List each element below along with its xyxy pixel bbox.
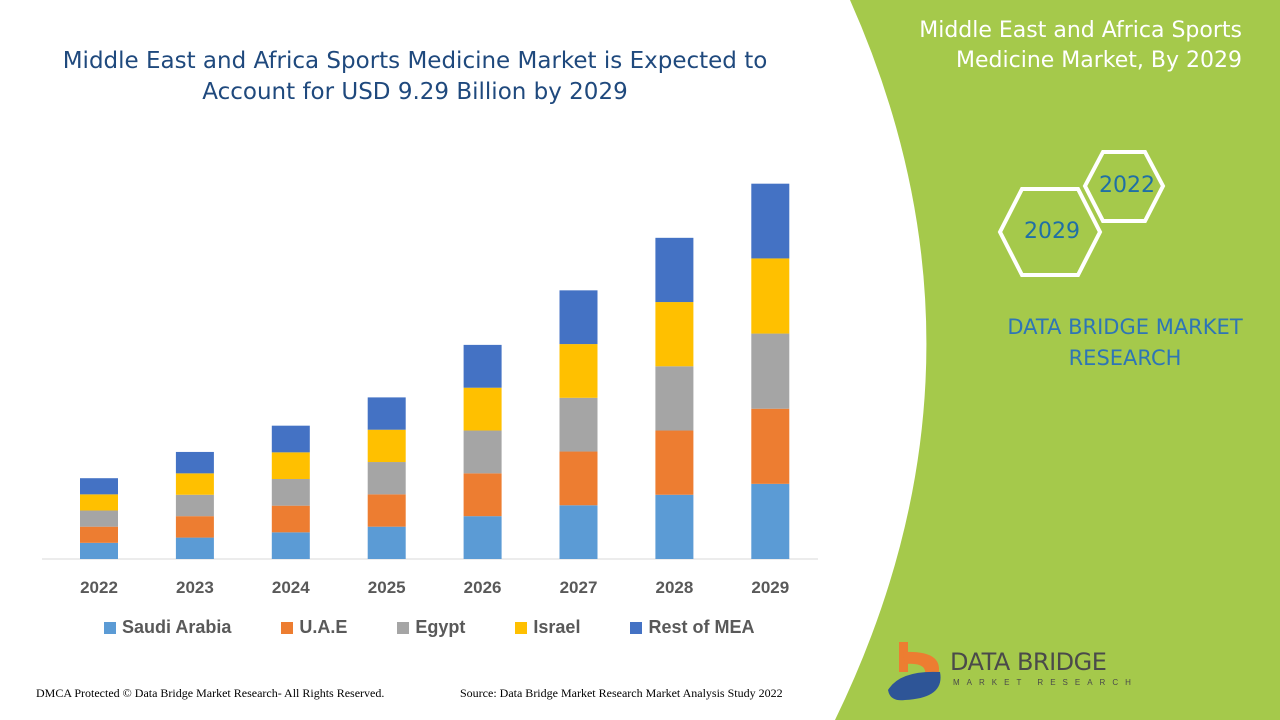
- legend-label: Rest of MEA: [648, 617, 755, 637]
- bar-segment-u-a-e-2029: [751, 408, 790, 484]
- bar-segment-egypt-2022: [80, 510, 118, 527]
- legend-label: U.A.E: [299, 617, 348, 637]
- bar-segment-u-a-e-2026: [463, 473, 502, 517]
- x-tick-label: 2025: [368, 578, 406, 597]
- bar-segment-egypt-2027: [559, 397, 598, 452]
- bar-segment-israel-2028: [655, 302, 694, 367]
- bar-segment-u-a-e-2023: [175, 516, 214, 538]
- bar-segment-rest-of-mea-2022: [80, 478, 118, 495]
- x-tick-labels: 2022 2023 2024 2025 2026 2027 2028 2029: [80, 578, 789, 597]
- bar-segment-saudi-arabia-2025: [367, 526, 406, 559]
- bar-segment-israel-2024: [271, 452, 310, 480]
- bar-segment-u-a-e-2022: [80, 526, 118, 543]
- bar-segment-egypt-2023: [175, 494, 214, 517]
- legend-swatch: [397, 621, 410, 634]
- logo-icon: [888, 642, 941, 701]
- chart-title: Middle East and Africa Sports Medicine M…: [62, 48, 768, 105]
- bar-segment-saudi-arabia-2027: [559, 505, 598, 559]
- logo-subtitle: MARKET RESEARCH: [953, 678, 1138, 687]
- x-tick-label: 2023: [176, 578, 214, 597]
- legend-swatch: [630, 621, 643, 634]
- hex-year-2022: 2022: [1099, 173, 1155, 198]
- bar-segment-rest-of-mea-2028: [655, 237, 694, 303]
- bar-segment-israel-2022: [80, 494, 118, 511]
- legend-swatch: [104, 621, 116, 634]
- legend-label: Saudi Arabia: [122, 617, 232, 637]
- bar-segment-u-a-e-2028: [655, 430, 694, 495]
- hexagon-2022: [1082, 150, 1166, 223]
- hex-year-2029: 2029: [1024, 219, 1080, 244]
- legend-item: Egypt: [397, 617, 465, 638]
- legend-label: Egypt: [415, 617, 466, 637]
- bar-segment-israel-2026: [463, 387, 502, 431]
- brand-text: DATA BRIDGE MARKET RESEARCH: [1007, 315, 1243, 370]
- hexagon-2029: [997, 187, 1103, 277]
- legend-label: Israel: [533, 617, 581, 637]
- x-tick-label: 2022: [80, 578, 118, 597]
- x-tick-label: 2028: [655, 578, 693, 597]
- x-tick-label: 2029: [751, 578, 789, 597]
- bar-segment-israel-2023: [175, 473, 214, 495]
- bar-segment-u-a-e-2027: [559, 451, 598, 506]
- bar-segment-saudi-arabia-2022: [80, 542, 118, 559]
- bar-segment-rest-of-mea-2024: [271, 425, 310, 453]
- x-tick-label: 2024: [272, 578, 310, 597]
- bar-segment-rest-of-mea-2023: [175, 451, 214, 474]
- footer-source: Source: Data Bridge Market Research Mark…: [460, 686, 783, 700]
- bar-segment-israel-2027: [559, 344, 598, 398]
- bar-segment-u-a-e-2024: [271, 505, 310, 533]
- bar-segment-saudi-arabia-2023: [175, 537, 214, 559]
- bar-segment-rest-of-mea-2029: [751, 183, 790, 259]
- bar-segment-egypt-2028: [655, 366, 694, 431]
- legend: Saudi Arabia U.A.E Egypt Israel Rest of …: [104, 617, 804, 638]
- bar-segment-egypt-2024: [271, 479, 310, 506]
- bar-segment-egypt-2026: [463, 430, 502, 474]
- bar-segment-saudi-arabia-2026: [463, 516, 502, 559]
- bars: [80, 183, 790, 559]
- legend-swatch: [515, 621, 528, 634]
- x-tick-label: 2027: [560, 578, 598, 597]
- legend-item: U.A.E: [281, 617, 347, 638]
- bar-segment-israel-2025: [367, 429, 406, 463]
- bar-segment-saudi-arabia-2029: [751, 483, 790, 559]
- bar-segment-rest-of-mea-2026: [463, 344, 502, 388]
- legend-swatch: [281, 621, 294, 634]
- bar-segment-saudi-arabia-2028: [655, 494, 694, 559]
- bar-segment-egypt-2029: [751, 333, 790, 409]
- legend-item: Israel: [515, 617, 580, 638]
- bar-segment-egypt-2025: [367, 462, 406, 495]
- bar-segment-rest-of-mea-2027: [559, 290, 598, 345]
- legend-item: Saudi Arabia: [104, 617, 231, 638]
- side-title: Middle East and Africa Sports Medicine M…: [919, 18, 1242, 73]
- green-panel: [835, 0, 1280, 720]
- bar-segment-rest-of-mea-2025: [367, 397, 406, 430]
- footer-copyright: DMCA Protected © Data Bridge Market Rese…: [36, 686, 385, 700]
- legend-item: Rest of MEA: [630, 617, 754, 638]
- logo-name: DATA BRIDGE: [950, 648, 1107, 676]
- bar-segment-saudi-arabia-2024: [271, 532, 310, 559]
- bar-segment-u-a-e-2025: [367, 494, 406, 527]
- bar-segment-israel-2029: [751, 258, 790, 334]
- x-tick-label: 2026: [464, 578, 502, 597]
